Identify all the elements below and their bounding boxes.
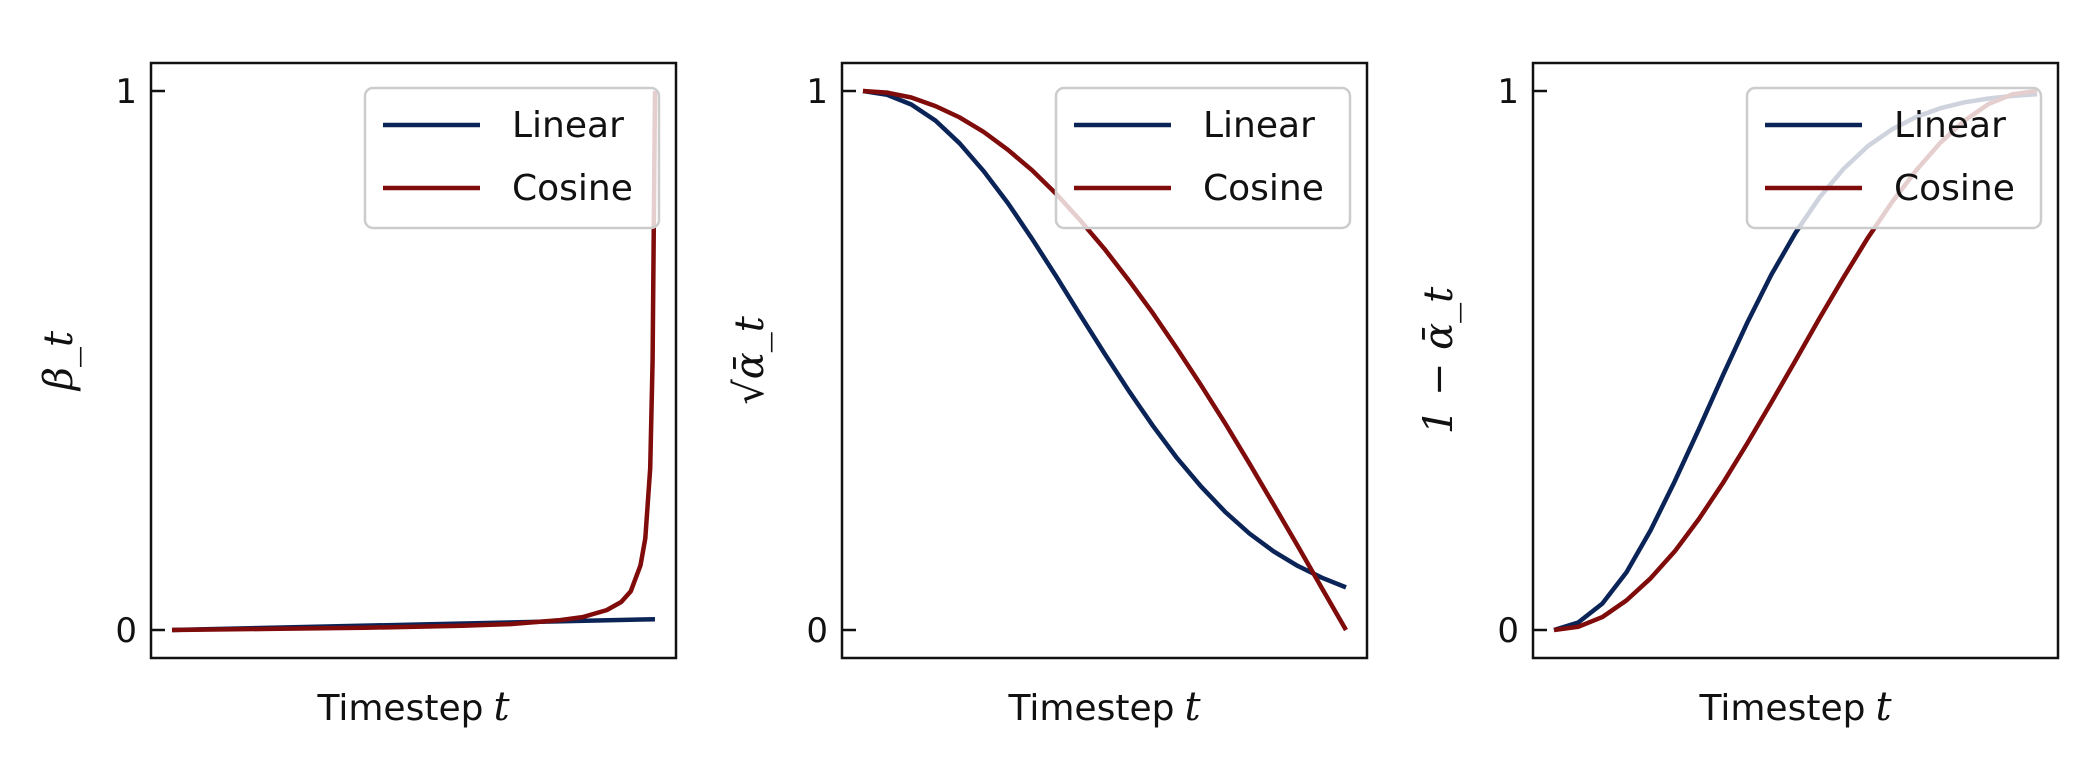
panel-1: 0 1 Timestep t β_t Linear Cosine [36,61,678,730]
y-tick-label-1: 1 [1497,72,1519,112]
y-tick-label-1: 1 [115,72,137,112]
legend-label-cosine: Cosine [1203,168,1324,209]
legend-label-linear: Linear [512,105,624,146]
x-axis-label: Timestep t [1698,684,1892,730]
y-axis-label-sqrt-alpha-bar-t: √ᾱ_t [727,315,773,405]
axes-frame [1531,61,2060,660]
x-axis-label-text: Timestep [1698,688,1865,729]
y-tick-label-0: 0 [806,611,828,651]
x-axis-label-var: t [1875,684,1892,730]
panel-3: 0 1 Timestep t 1 − ᾱ_t Linear Cosine [1416,61,2060,730]
x-axis-label-text: Timestep [1007,688,1174,729]
y-tick-label-0: 0 [115,611,137,651]
series-line-linear [862,88,1347,590]
series-line-cosine [862,88,1348,632]
y-tick-label-1: 1 [806,72,828,112]
y-axis-label-beta-t: β_t [36,330,82,392]
x-axis-label-text: Timestep [316,688,483,729]
x-axis-label: Timestep t [316,684,510,730]
axes-frame [149,61,678,660]
legend-label-cosine: Cosine [512,168,633,209]
y-tick-label-0: 0 [1497,611,1519,651]
x-axis-label: Timestep t [1007,684,1201,730]
x-axis-label-var: t [1184,684,1201,730]
legend-label-cosine: Cosine [1894,168,2015,209]
series-line-cosine [171,90,658,633]
legend-label-linear: Linear [1203,105,1315,146]
y-axis-label-one-minus-alpha-bar-t: 1 − ᾱ_t [1416,286,1462,434]
x-axis-label-var: t [493,684,510,730]
axes-frame [840,61,1369,660]
panel-2: 0 1 Timestep t √ᾱ_t Linear Cosine [727,61,1369,730]
legend-label-linear: Linear [1894,105,2006,146]
